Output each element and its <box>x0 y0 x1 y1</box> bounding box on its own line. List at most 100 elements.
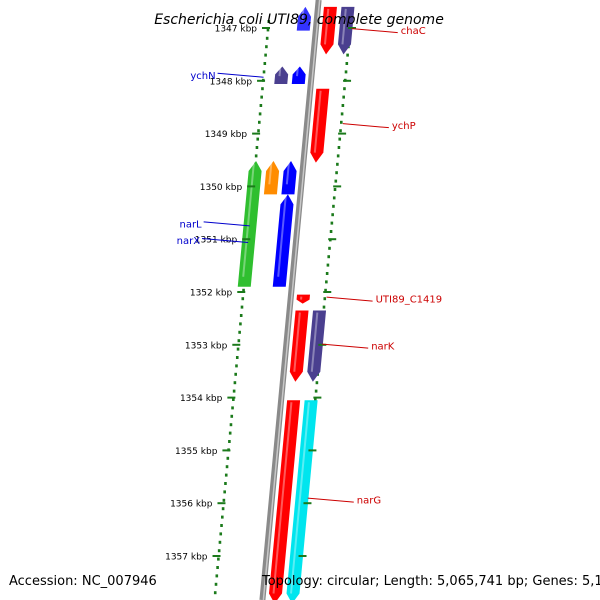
boundary-dot <box>314 389 318 393</box>
gene-feature <box>237 161 262 287</box>
boundary-dot <box>343 87 346 91</box>
boundary-dot <box>324 288 327 292</box>
genes-value: 5,131 <box>581 574 600 589</box>
boundary-dot <box>230 414 234 418</box>
tick-label: 1355 kbp <box>175 447 218 457</box>
gene-arrow <box>296 294 311 304</box>
boundary-dot <box>262 70 266 74</box>
topology-label: Topology: <box>262 574 323 589</box>
gene-feature <box>281 161 297 195</box>
boundary-dot <box>229 423 233 427</box>
boundary-dot <box>344 70 348 74</box>
boundary-dot <box>258 112 262 116</box>
boundary-dot <box>259 104 263 107</box>
boundary-dot <box>228 431 232 435</box>
boundary-dot <box>221 515 224 519</box>
accession-value: NC_007946 <box>81 574 157 589</box>
gene-shine <box>295 68 299 77</box>
topology-value: circular <box>326 574 376 589</box>
gene-feature <box>307 310 327 382</box>
boundary-dot <box>237 339 241 343</box>
boundary-dot <box>334 179 338 183</box>
gene-feature <box>291 66 306 84</box>
gene-feature <box>296 294 311 304</box>
tick-label: 1349 kbp <box>205 130 248 140</box>
gene-label: narL <box>179 219 202 230</box>
gene-arrow <box>337 6 355 55</box>
kbp-ticks: 1347 kbp 1348 kbp 1349 kbp 1350 kbp 1351 kbp… <box>165 25 356 563</box>
boundary-dot <box>234 372 237 376</box>
boundary-dot <box>329 230 333 233</box>
gene-label: ychP <box>392 121 416 132</box>
gene-arrow <box>281 161 297 195</box>
boundary-dot <box>233 381 237 385</box>
boundary-dot <box>332 196 336 200</box>
length-label: Length: <box>383 574 433 589</box>
boundary-dot <box>345 62 349 65</box>
boundary-dot <box>346 53 349 57</box>
gene-label-group: ychP <box>342 121 416 132</box>
boundary-dot <box>266 28 270 32</box>
boundary-dot <box>223 490 226 494</box>
tick-label: 1351 kbp <box>195 236 238 246</box>
boundary-dot <box>239 322 242 326</box>
boundary-dot <box>264 53 267 57</box>
boundary-dot <box>232 389 236 393</box>
boundary-dot <box>255 146 259 149</box>
gene-label-leader <box>202 238 249 244</box>
gene-arrow <box>289 310 309 382</box>
gene-label-group: chaC <box>351 26 426 37</box>
gene-arrow <box>296 6 312 31</box>
boundary-dot <box>257 129 260 133</box>
boundary-dot <box>337 146 341 149</box>
gene-shine <box>285 162 290 185</box>
boundary-dot <box>333 188 337 191</box>
boundary-dot <box>242 288 245 292</box>
boundary-dot <box>236 347 240 351</box>
gene-arrow <box>272 194 294 287</box>
accession-line: Accession: NC_007946 <box>9 574 157 589</box>
gene-shine <box>341 8 347 45</box>
boundary-dot <box>224 482 227 485</box>
gene-label-group: ychN <box>190 71 264 82</box>
boundary-dot <box>340 112 344 116</box>
gene-shine <box>290 402 310 594</box>
boundary-dot <box>226 456 230 460</box>
gene-feature <box>296 6 312 31</box>
boundary-dot <box>338 137 342 141</box>
boundary-dot <box>213 591 217 595</box>
gene-feature <box>274 66 289 84</box>
gene-label-group: narK <box>322 342 395 353</box>
boundary-dot <box>323 297 327 301</box>
boundary-dot <box>327 255 331 259</box>
boundary-dot <box>241 297 245 301</box>
boundary-dot <box>265 45 268 49</box>
boundary-dot <box>216 566 219 569</box>
tick-label: 1352 kbp <box>190 289 233 299</box>
gene-label: narG <box>357 496 381 507</box>
boundary-dot <box>267 20 271 23</box>
genome-backbone <box>259 0 322 600</box>
boundary-dot <box>336 162 339 166</box>
gene-shine <box>242 162 255 277</box>
boundary-dot <box>341 104 345 107</box>
tick-label: 1348 kbp <box>210 77 253 87</box>
gene-label-group: narL <box>179 219 250 230</box>
boundary-dot <box>240 305 244 309</box>
gene-arrow <box>274 66 289 84</box>
tick-label: 1356 kbp <box>170 500 213 510</box>
boundary-dot <box>340 120 343 124</box>
backbone-highlight <box>262 0 321 600</box>
gene-feature <box>320 6 337 55</box>
boundary-dot <box>332 204 335 208</box>
gene-arrow <box>291 66 306 84</box>
boundary-dot <box>217 549 221 553</box>
gene-labels: chaC ychN ychP narL narX UTI89_C1419 narK narG <box>177 26 442 506</box>
gene-feature <box>263 161 280 195</box>
gene-label: narX <box>177 236 201 247</box>
boundary-dot <box>328 246 331 250</box>
gene-shine <box>323 8 330 45</box>
boundary-dot <box>258 120 261 124</box>
boundary-dot <box>339 129 342 133</box>
